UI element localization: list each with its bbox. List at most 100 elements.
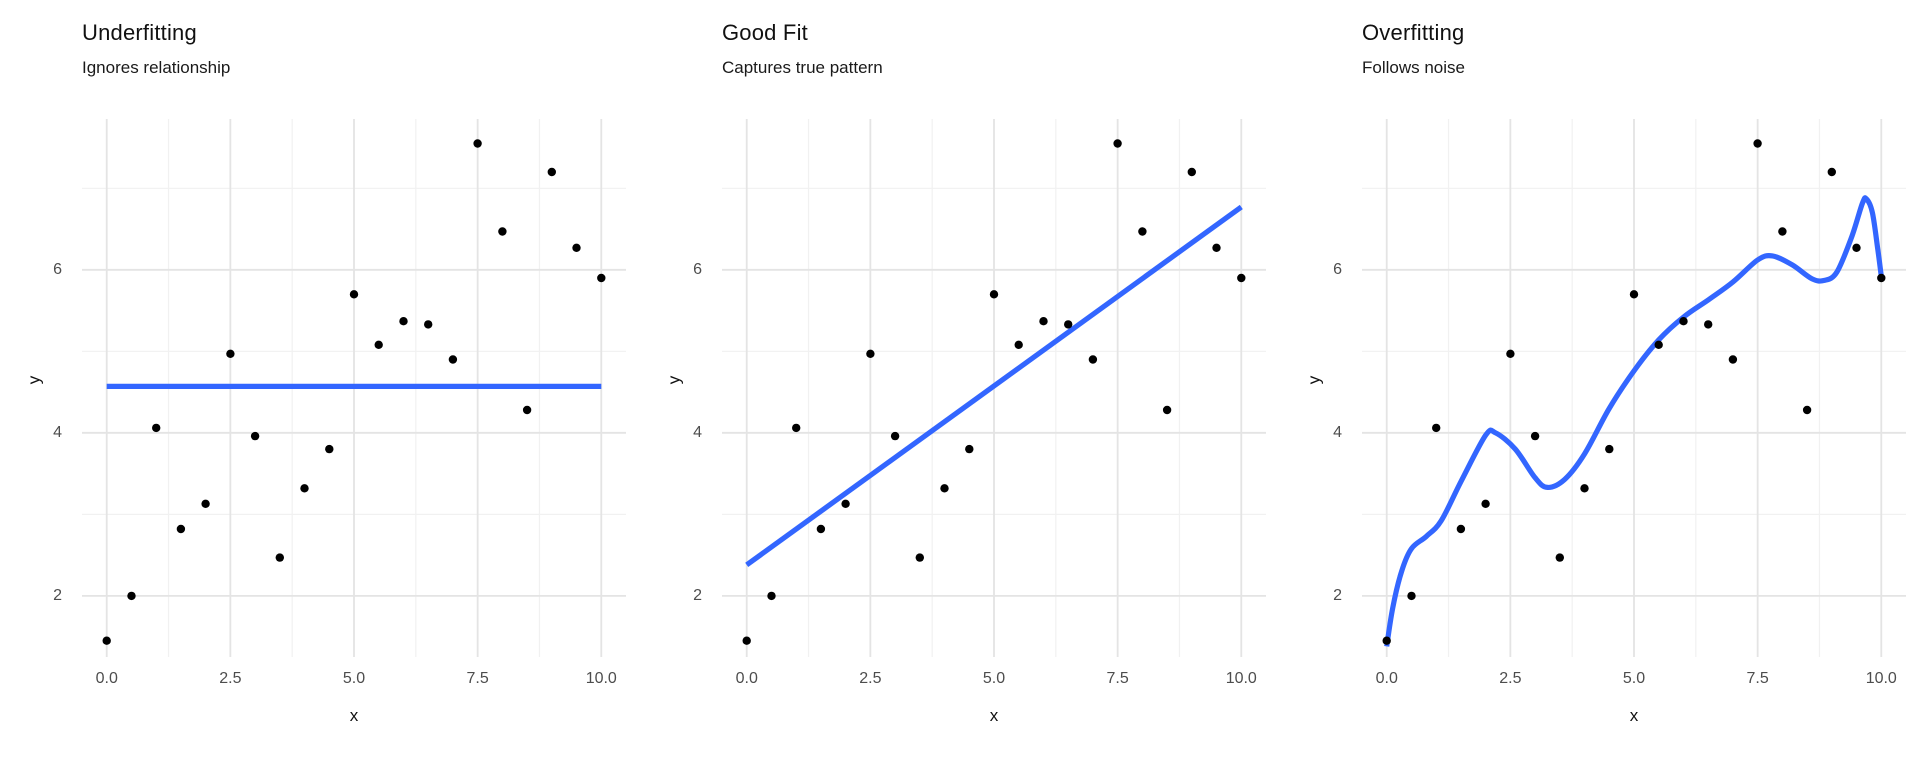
panel-overfitting <box>1362 119 1906 657</box>
y-axis-tick-labels: 2 4 6 <box>1296 119 1352 657</box>
data-point <box>1138 227 1147 236</box>
data-point <box>1728 355 1738 364</box>
x-tick-label: 2.5 <box>219 670 242 687</box>
y-tick-label: 4 <box>1333 423 1342 441</box>
data-point <box>325 444 334 454</box>
data-point <box>1407 591 1416 601</box>
x-tick-label: 10.0 <box>585 670 617 687</box>
x-tick-label: 0.0 <box>1375 670 1398 687</box>
data-point <box>1113 139 1122 148</box>
y-tick-label: 2 <box>53 586 62 604</box>
data-point <box>374 340 383 349</box>
x-tick-label: 2.5 <box>859 670 882 687</box>
x-axis-title: x <box>349 706 359 725</box>
data-points <box>102 139 606 645</box>
y-tick-label: 4 <box>53 423 62 441</box>
data-point <box>547 167 556 177</box>
y-tick-label: 6 <box>53 260 62 278</box>
data-point <box>1679 317 1688 326</box>
y-axis-tick-labels: 2 4 6 <box>656 119 712 657</box>
data-point <box>226 349 235 358</box>
plot-subtitle: Captures true pattern <box>722 58 883 77</box>
x-axis-tick-labels: 0.0 2.5 5.0 7.5 10.0 <box>1362 669 1906 691</box>
data-point <box>792 423 801 433</box>
plot-title: Underfitting <box>82 20 197 45</box>
panel-underfitting <box>82 119 626 657</box>
x-tick-label: 0.0 <box>735 670 758 687</box>
data-point <box>127 591 136 601</box>
data-point <box>866 349 875 358</box>
data-point <box>102 636 111 645</box>
x-tick-label: 10.0 <box>1225 670 1257 687</box>
plot-title: Good Fit <box>722 20 808 45</box>
data-point <box>300 484 309 493</box>
y-tick-label: 2 <box>1333 586 1342 604</box>
data-point <box>1580 484 1589 493</box>
y-axis-tick-labels: 2 4 6 <box>16 119 72 657</box>
x-tick-label: 7.5 <box>1746 670 1769 687</box>
data-point <box>473 139 482 148</box>
data-point <box>1753 139 1762 148</box>
data-point <box>1064 320 1073 329</box>
panel-good-fit <box>722 119 1266 657</box>
data-point <box>1456 524 1466 534</box>
x-tick-label: 5.0 <box>982 670 1006 687</box>
data-point <box>1877 273 1886 283</box>
data-point <box>1629 290 1639 299</box>
data-point <box>1778 227 1787 236</box>
data-point <box>1802 405 1812 415</box>
data-point <box>1827 167 1836 177</box>
data-point <box>275 553 284 562</box>
data-point <box>152 423 161 433</box>
y-tick-label: 6 <box>693 260 702 278</box>
data-point <box>349 290 359 299</box>
data-point <box>841 499 850 508</box>
data-point <box>1530 431 1540 441</box>
x-axis-tick-labels: 0.0 2.5 5.0 7.5 10.0 <box>722 669 1266 691</box>
data-point <box>965 444 974 454</box>
data-point <box>890 431 900 441</box>
data-point <box>1039 317 1048 326</box>
data-point <box>1014 340 1023 349</box>
plot-title: Overfitting <box>1362 20 1465 45</box>
data-point <box>767 591 776 601</box>
data-point <box>1852 243 1861 252</box>
x-tick-label: 2.5 <box>1499 670 1522 687</box>
fit-line <box>1384 195 1884 647</box>
data-point <box>1187 167 1196 177</box>
data-point <box>1654 340 1663 349</box>
x-tick-label: 10.0 <box>1865 670 1897 687</box>
x-tick-label: 5.0 <box>1622 670 1646 687</box>
data-point <box>1382 636 1391 645</box>
data-point <box>572 243 581 252</box>
x-tick-label: 7.5 <box>466 670 489 687</box>
data-point <box>1088 355 1098 364</box>
x-axis-tick-labels: 0.0 2.5 5.0 7.5 10.0 <box>82 669 626 691</box>
x-tick-label: 7.5 <box>1106 670 1129 687</box>
data-points <box>1382 139 1886 645</box>
y-tick-label: 6 <box>1333 260 1342 278</box>
data-point <box>1237 273 1246 283</box>
data-point <box>424 320 433 329</box>
data-point <box>448 355 458 364</box>
gridlines-major <box>1362 119 1906 657</box>
data-point <box>1481 499 1490 508</box>
data-point <box>522 405 532 415</box>
plot-subtitle: Follows noise <box>1362 58 1465 77</box>
data-point <box>1506 349 1515 358</box>
data-point <box>1212 243 1221 252</box>
data-point <box>742 636 751 645</box>
y-tick-label: 2 <box>693 586 702 604</box>
data-point <box>498 227 507 236</box>
data-point <box>989 290 999 299</box>
data-point <box>201 499 210 508</box>
data-point <box>816 524 826 534</box>
data-point <box>176 524 186 534</box>
x-axis-title: x <box>1629 706 1639 725</box>
data-point <box>1555 553 1564 562</box>
plot-subtitle: Ignores relationship <box>82 58 231 77</box>
x-axis-title: x <box>989 706 999 725</box>
